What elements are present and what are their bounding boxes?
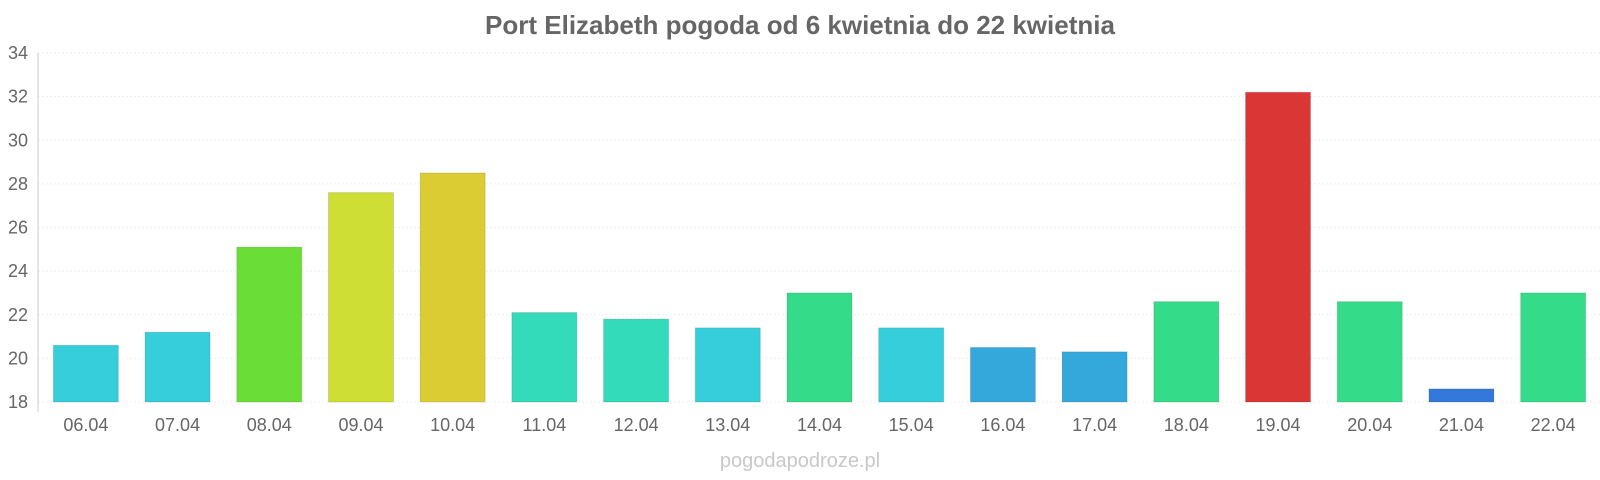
- x-tick-label: 15.04: [889, 415, 934, 435]
- bar-07.04: [144, 331, 211, 403]
- x-tick-label: 22.04: [1531, 415, 1576, 435]
- x-tick-label: 07.04: [155, 415, 200, 435]
- y-tick-label: 34: [8, 43, 28, 63]
- bar-14.04: [786, 292, 853, 403]
- x-tick-label: 08.04: [247, 415, 292, 435]
- x-tick-label: 18.04: [1164, 415, 1209, 435]
- watermark: pogodapodroze.pl: [719, 450, 881, 472]
- bar-18.04: [1153, 301, 1220, 403]
- bar-21.04: [1428, 388, 1495, 403]
- x-tick-label: 20.04: [1347, 415, 1392, 435]
- y-tick-label: 26: [8, 218, 28, 238]
- y-tick-label: 22: [8, 305, 28, 325]
- x-tick-label: 21.04: [1439, 415, 1484, 435]
- bar-08.04: [236, 246, 303, 403]
- x-tick-label: 13.04: [705, 415, 750, 435]
- bar-06.04: [52, 344, 119, 403]
- x-tick-label: 19.04: [1256, 415, 1301, 435]
- bar-17.04: [1061, 351, 1128, 403]
- bar-13.04: [694, 327, 761, 403]
- bar-15.04: [878, 327, 945, 403]
- bars: [52, 91, 1587, 403]
- x-tick-label: 16.04: [980, 415, 1025, 435]
- y-tick-label: 28: [8, 174, 28, 194]
- bar-20.04: [1336, 301, 1403, 403]
- bar-12.04: [603, 318, 670, 403]
- bar-09.04: [327, 192, 394, 403]
- x-tick-label: 06.04: [63, 415, 108, 435]
- y-tick-label: 30: [8, 130, 28, 150]
- bar-16.04: [969, 346, 1036, 403]
- bar-11.04: [511, 312, 578, 403]
- x-tick-label: 11.04: [523, 415, 567, 435]
- bar-19.04: [1245, 91, 1312, 403]
- x-tick-label: 14.04: [797, 415, 842, 435]
- x-tick-label: 09.04: [338, 415, 383, 435]
- chart-title: Port Elizabeth pogoda od 6 kwietnia do 2…: [485, 10, 1115, 40]
- y-tick-label: 20: [8, 348, 28, 368]
- y-tick-label: 18: [8, 392, 28, 412]
- tick-labels: 18 20 22 24 26 28 30 32 34 06.04 07.04 08.04 09.04 10…: [8, 43, 1576, 435]
- bar-22.04: [1520, 292, 1587, 403]
- y-tick-label: 24: [8, 261, 28, 281]
- x-tick-label: 10.04: [430, 415, 475, 435]
- bar-10.04: [419, 172, 486, 403]
- x-tick-label: 12.04: [614, 415, 659, 435]
- x-tick-label: 17.04: [1072, 415, 1117, 435]
- y-tick-label: 32: [8, 87, 28, 107]
